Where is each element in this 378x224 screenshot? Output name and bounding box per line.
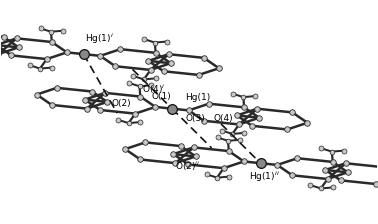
Text: O(3): O(3)	[185, 114, 205, 123]
Text: Hg(1): Hg(1)	[185, 93, 211, 102]
Text: O(2)$^{ii}$: O(2)$^{ii}$	[175, 160, 200, 173]
Text: O(1): O(1)	[151, 92, 171, 101]
Text: Hg(1)$^i$: Hg(1)$^i$	[85, 32, 115, 46]
Text: Hg(1)$^{ii}$: Hg(1)$^{ii}$	[249, 170, 280, 184]
Text: O(4): O(4)	[214, 114, 233, 123]
Text: O(4)$^i$: O(4)$^i$	[142, 83, 166, 96]
Text: O(2): O(2)	[111, 99, 131, 108]
